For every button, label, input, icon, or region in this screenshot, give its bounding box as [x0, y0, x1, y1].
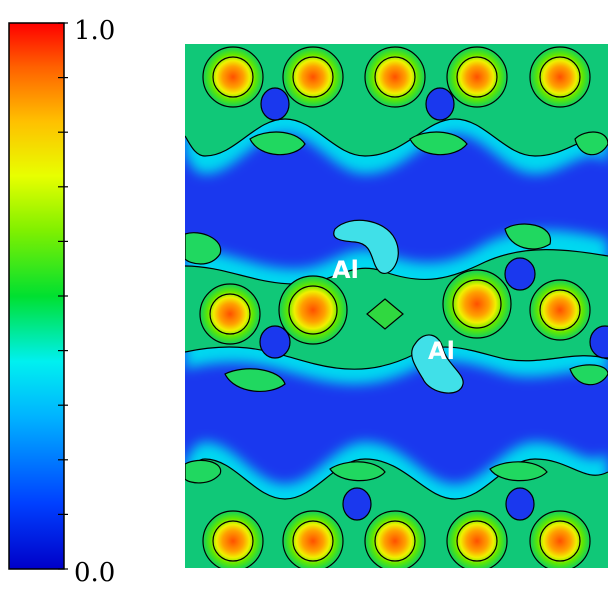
- bottom-row-atoms: [202, 510, 591, 568]
- colorbar-gradient: [8, 22, 65, 570]
- colorbar-min-label: 0.0: [74, 558, 116, 588]
- colorbar: [8, 22, 68, 570]
- colorbar-max-label: 1.0: [74, 16, 116, 46]
- charge-density-map: Al Al: [185, 44, 608, 568]
- colorbar-ticks: [58, 22, 68, 570]
- middle-row-atoms: [199, 269, 591, 345]
- atom-label-al-lower: Al: [428, 337, 455, 365]
- atom-label-al-upper: Al: [332, 256, 359, 284]
- depletion-regions: [259, 87, 608, 521]
- top-row-atoms: [202, 46, 591, 108]
- bond-lobes: [185, 131, 608, 484]
